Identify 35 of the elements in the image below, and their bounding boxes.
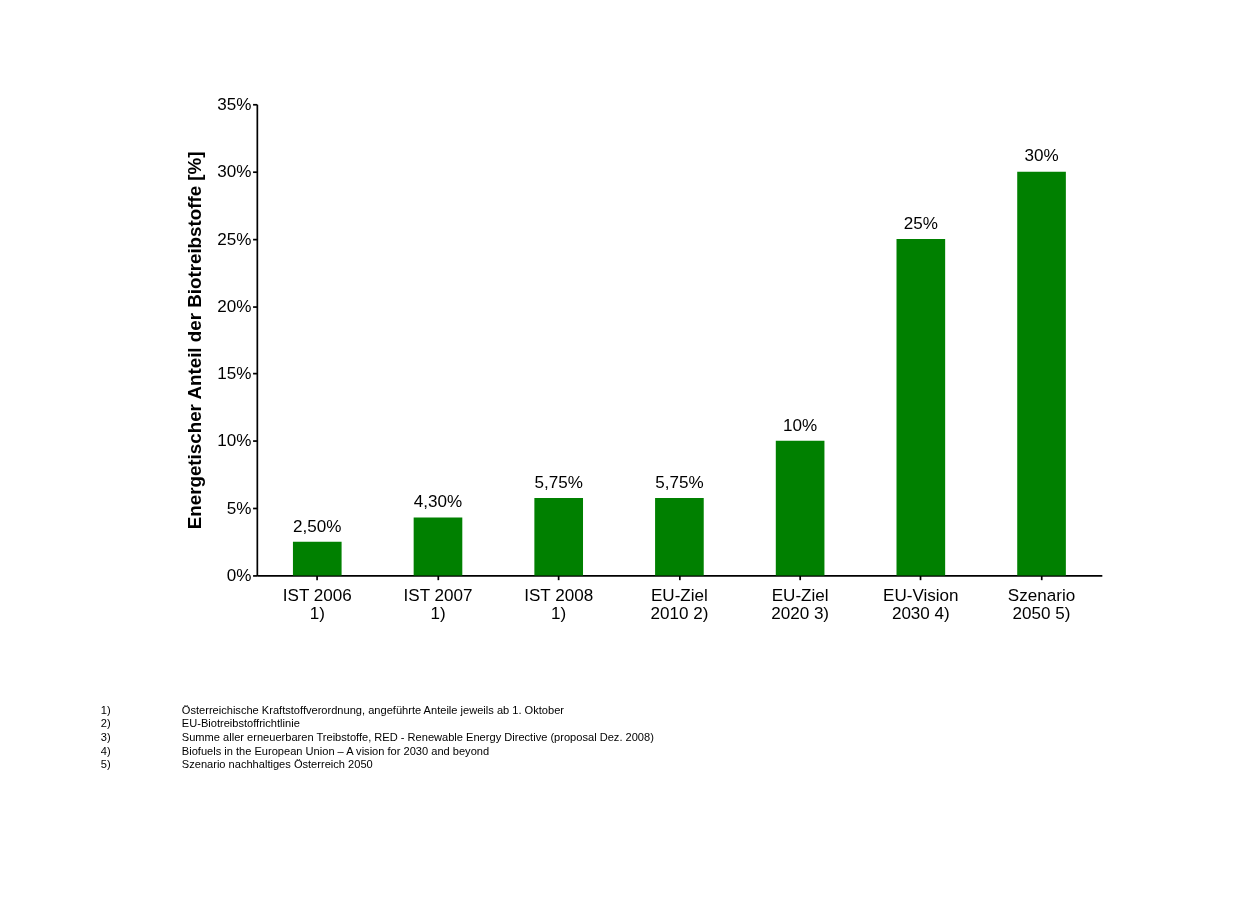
- data-label: 30%: [1024, 146, 1059, 166]
- text: 4) Biofuels in the European Union – A vision for 2030 and beyond: [100, 744, 490, 757]
- y-tick-label: 15%: [217, 364, 252, 384]
- text: 2) EU-Biotreibstoffrichtlinie: [100, 717, 300, 730]
- data-label: 2,50%: [293, 516, 342, 536]
- bar: [775, 440, 825, 576]
- x-tick-label: Szenario 2050 5): [1007, 585, 1076, 624]
- bar: [655, 498, 704, 576]
- data-label: 4,30%: [413, 492, 463, 512]
- bar: [896, 238, 946, 576]
- y-tick-label: 5%: [226, 498, 252, 518]
- bar: [534, 498, 584, 576]
- y-tick-label: 30%: [217, 162, 252, 182]
- x-tick-label: IST 2008 1): [524, 585, 594, 624]
- x-tick-label: IST 2007 1): [403, 585, 473, 624]
- data-label: 5,75%: [655, 472, 704, 492]
- bar: [413, 517, 463, 576]
- x-tick-label: IST 2006 1): [282, 585, 352, 624]
- x-tick-label: EU-Vision 2030 4): [883, 585, 959, 624]
- text: 5) Szenario nachhaltiges Österreich 2050: [100, 758, 373, 771]
- y-tick-label: 10%: [217, 431, 252, 451]
- data-label: 25%: [903, 213, 938, 233]
- text: 1) Österreichische Kraftstoffverordnung, angeführte Anteile jeweils ab 1. Oktober: [100, 703, 564, 716]
- y-tick-label: 35%: [217, 94, 252, 114]
- bar: [1017, 171, 1066, 576]
- x-tick-label: EU-Ziel 2010 2): [650, 585, 709, 624]
- x-tick-label: EU-Ziel 2020 3): [771, 585, 830, 624]
- data-label: 10%: [783, 415, 818, 435]
- y-tick-label: 20%: [217, 296, 252, 316]
- data-label: 5,75%: [534, 472, 583, 492]
- y-axis-title: Energetischer Anteil der Biotreibstoffe [%]: [183, 151, 205, 530]
- y-tick-label: 25%: [217, 229, 252, 249]
- bar: [292, 541, 342, 576]
- text: 3) Summe aller erneuerbaren Treibstoffe, RED - Renewable Energy Directive (proposal Dez. 2008): [100, 731, 654, 744]
- y-tick-label: 0%: [226, 566, 252, 586]
